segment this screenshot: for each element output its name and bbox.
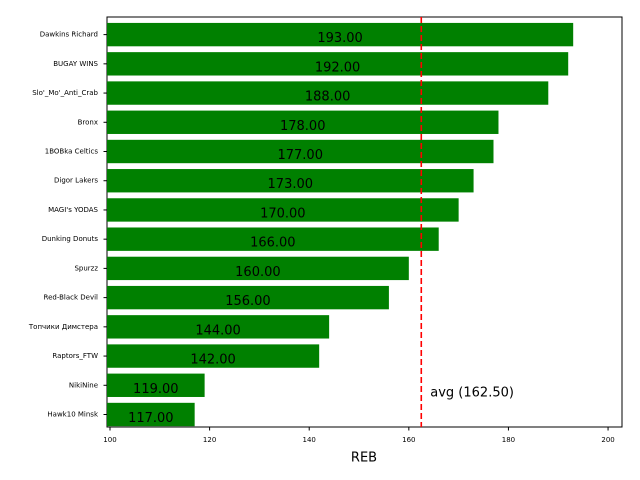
value-label: 160.00: [235, 265, 281, 280]
bar: [107, 139, 494, 164]
y-tick-label: Hawk10 Minsk: [47, 411, 99, 419]
x-tick-label: 100: [103, 436, 116, 444]
plot-frame: [106, 16, 623, 428]
y-tick-label: Red-Black Devil: [44, 294, 99, 302]
x-tick-label: 180: [502, 436, 515, 444]
bar: [107, 373, 205, 397]
x-tick-label: 200: [601, 436, 614, 444]
y-tick-label: Dunking Donuts: [42, 235, 99, 243]
y-tick-label: Slo'_Mo'_Anti_Crab: [32, 89, 98, 97]
y-tick-label: Топчики Димстера: [28, 323, 98, 331]
value-label: 117.00: [128, 411, 174, 426]
x-tick-label: 120: [203, 436, 216, 444]
y-tick-label: MAGI's YODAS: [48, 206, 98, 214]
bar: [107, 52, 569, 76]
y-tick-label: Bronx: [78, 118, 98, 126]
x-tick-label: 140: [303, 436, 316, 444]
value-label: 193.00: [317, 31, 363, 46]
y-tick-label: Spurzz: [74, 264, 98, 272]
bar: [107, 256, 409, 281]
value-label: 177.00: [277, 148, 323, 163]
y-tick-label: Digor Lakers: [54, 177, 98, 185]
y-tick-label: NikiNine: [69, 381, 98, 389]
bar: [107, 402, 195, 427]
avg-label: avg (162.50): [430, 386, 514, 401]
y-tick-label: Dawkins Richard: [40, 31, 98, 39]
bar: [107, 285, 389, 310]
bar: [107, 344, 320, 368]
value-label: 192.00: [315, 60, 361, 75]
value-label: 188.00: [305, 90, 351, 105]
bar: [107, 227, 439, 251]
bar: [107, 81, 549, 105]
bar: [107, 198, 459, 222]
bar: [107, 169, 474, 193]
value-label: 119.00: [133, 382, 179, 397]
value-label: 166.00: [250, 236, 296, 251]
y-tick-label: Raptors_FTW: [52, 352, 98, 360]
value-label: 170.00: [260, 206, 306, 221]
value-label: 142.00: [190, 353, 236, 368]
bar: [107, 315, 330, 339]
y-tick-label: BUGAY WINS: [53, 60, 98, 68]
y-tick-label: 1BOBka Celtics: [45, 148, 99, 156]
bar: [107, 110, 499, 134]
value-label: 178.00: [280, 119, 326, 134]
value-label: 173.00: [268, 177, 314, 192]
bar: [107, 22, 574, 47]
value-label: 156.00: [225, 294, 271, 309]
x-axis-label: REB: [351, 451, 377, 466]
value-label: 144.00: [195, 323, 241, 338]
x-tick-label: 160: [402, 436, 415, 444]
